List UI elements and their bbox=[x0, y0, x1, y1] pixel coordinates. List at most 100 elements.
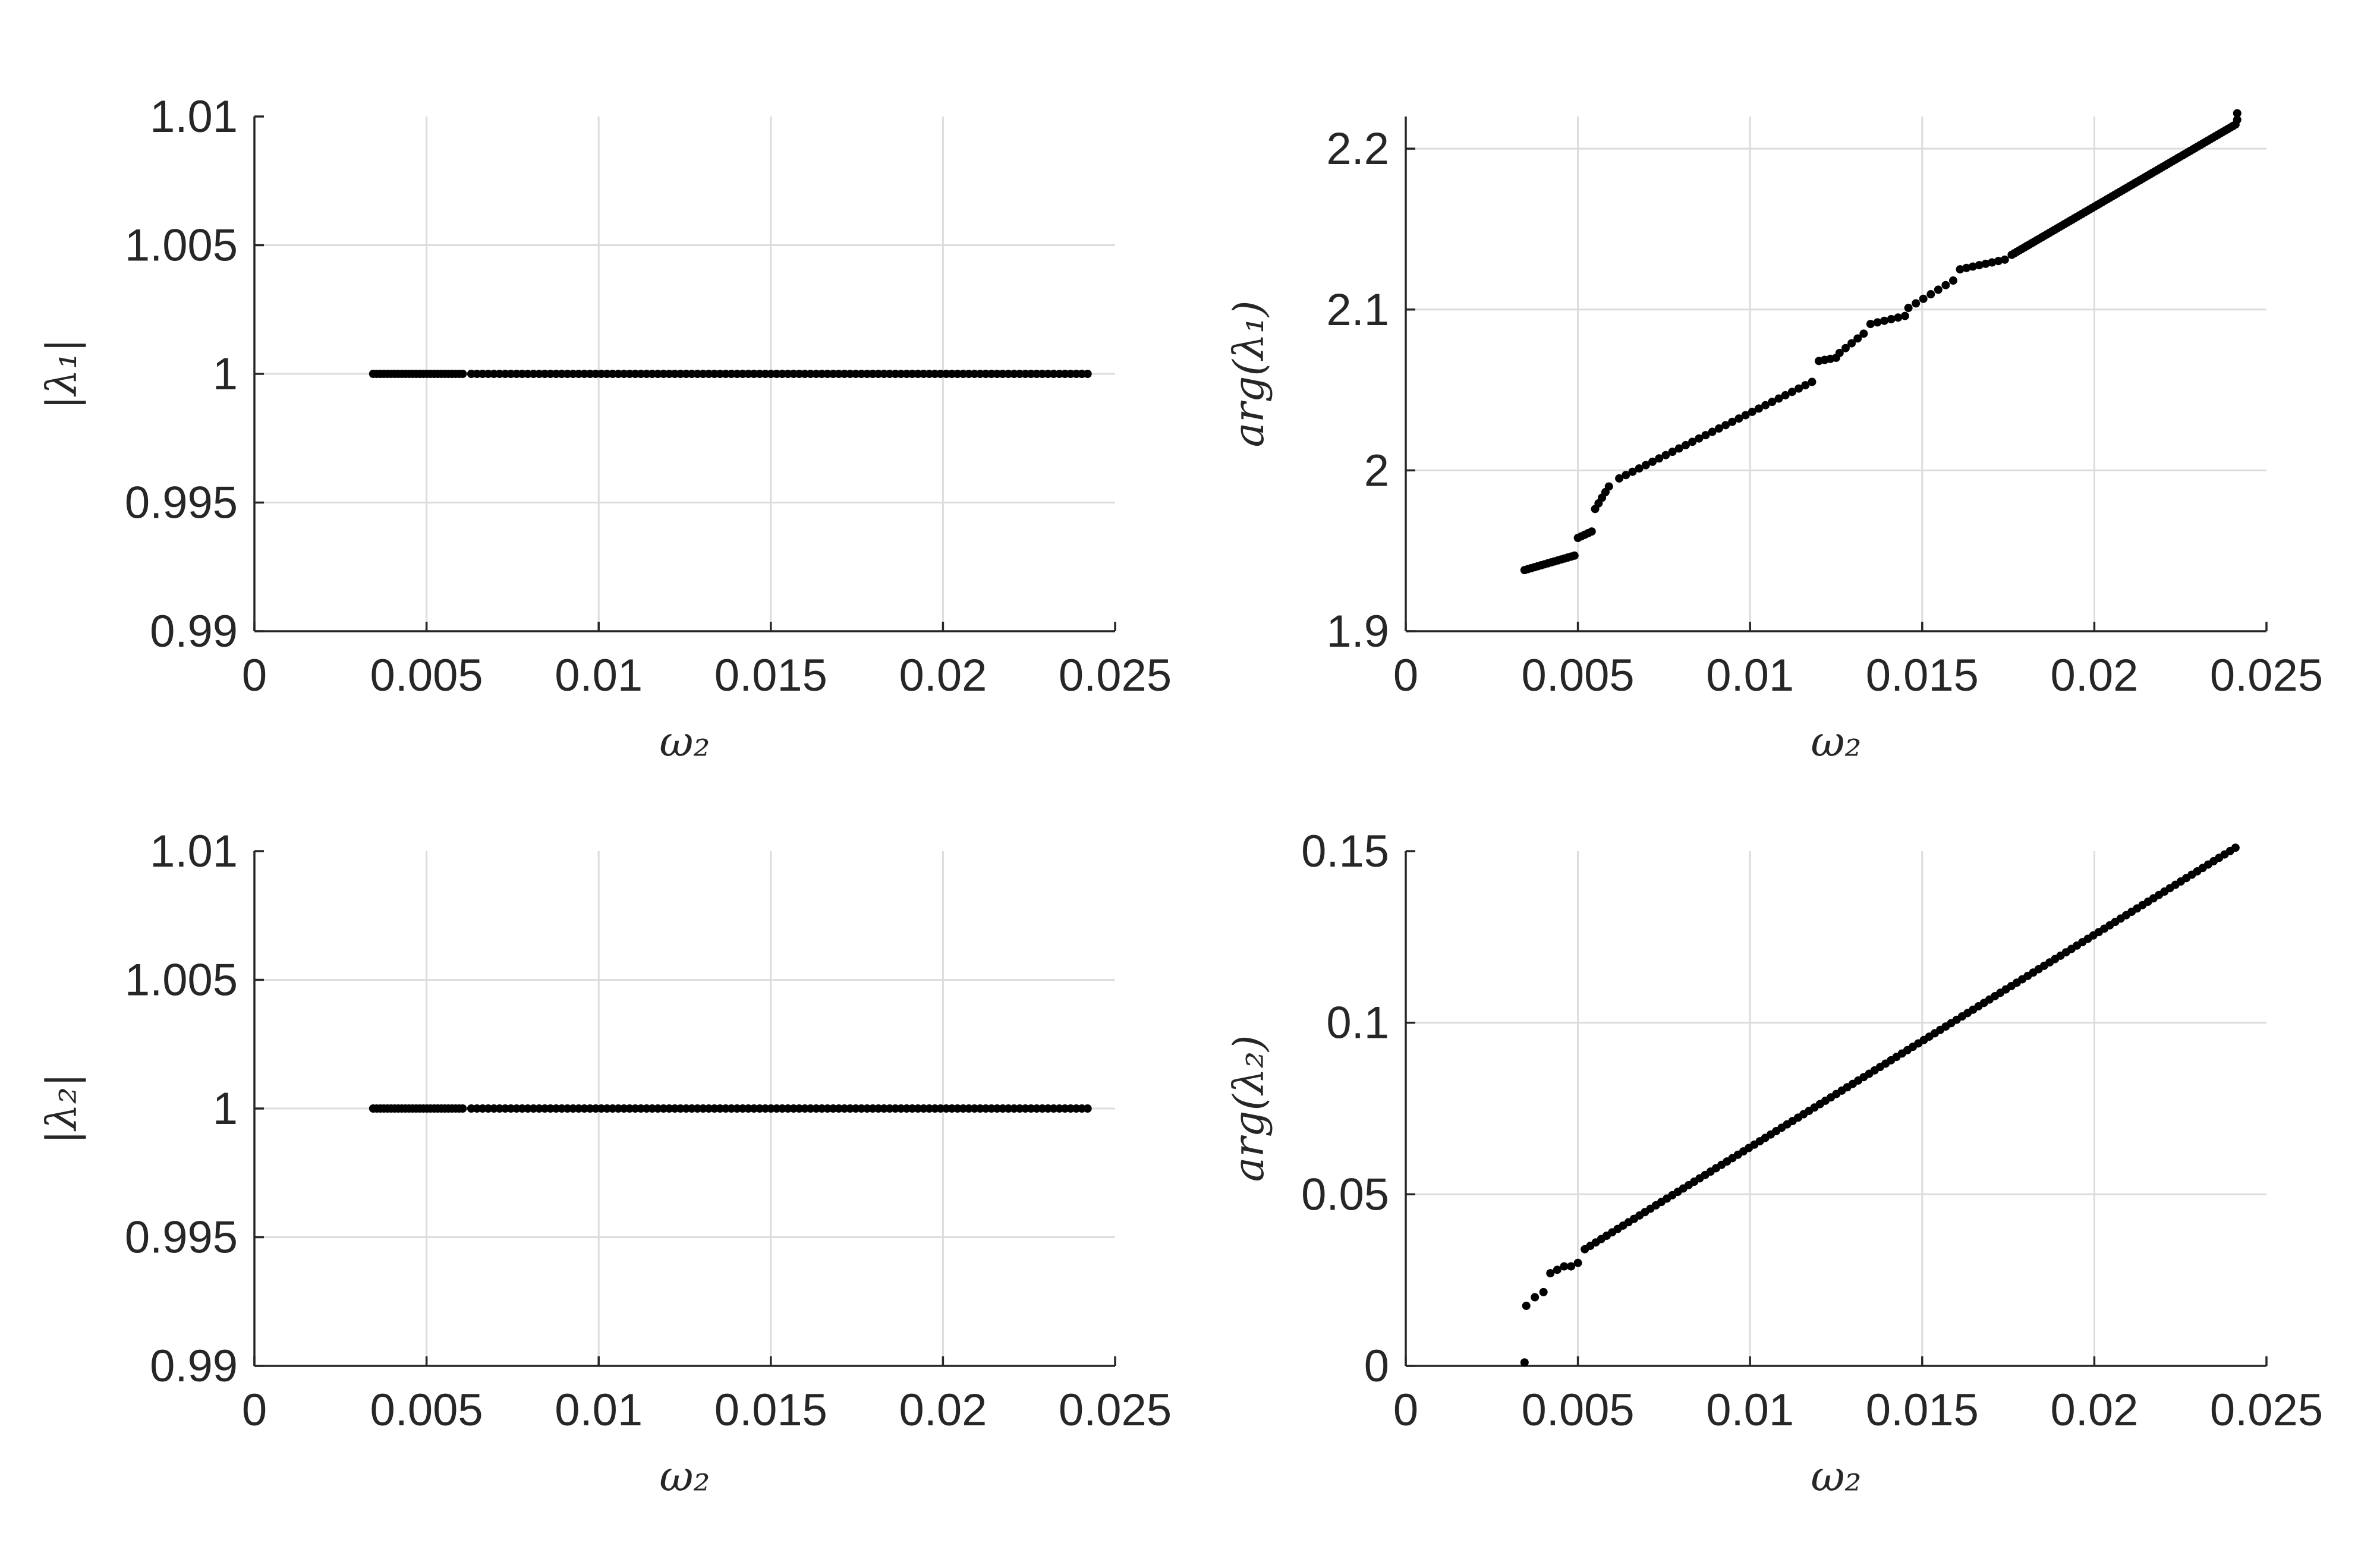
data-point bbox=[458, 370, 467, 378]
data-point bbox=[1787, 388, 1796, 396]
data-point bbox=[1708, 427, 1717, 436]
data-point bbox=[1635, 464, 1644, 473]
x-tick-label: 0.025 bbox=[2210, 1385, 2323, 1435]
x-tick-label: 0.015 bbox=[1866, 1385, 1979, 1435]
data-point bbox=[1546, 1269, 1555, 1278]
data-point bbox=[1894, 313, 1903, 322]
x-axis-label: ω₂ bbox=[1811, 717, 1861, 766]
data-point bbox=[1587, 527, 1596, 536]
y-tick-label: 0.99 bbox=[150, 1341, 238, 1391]
y-tick-label: 0.1 bbox=[1326, 998, 1389, 1048]
y-tick-label: 0.995 bbox=[125, 478, 238, 528]
y-tick-label: 0 bbox=[1364, 1341, 1389, 1391]
x-tick-label: 0.005 bbox=[1522, 1385, 1635, 1435]
data-point bbox=[1904, 304, 1913, 313]
x-tick-label: 0.025 bbox=[1059, 1385, 1172, 1435]
data-point bbox=[1853, 334, 1862, 343]
y-tick-label: 1.9 bbox=[1326, 606, 1389, 657]
data-point bbox=[1841, 344, 1850, 352]
data-point bbox=[1801, 381, 1810, 390]
x-tick-label: 0.005 bbox=[1522, 650, 1635, 701]
data-point bbox=[1880, 316, 1889, 325]
y-axis-label: arg(λ₁) bbox=[1224, 300, 1273, 447]
x-tick-label: 0.02 bbox=[899, 1385, 987, 1435]
data-point bbox=[1761, 401, 1770, 410]
panel-abs-lambda2: 0 0.005 0.01 0.015 0.02 0.025 0.99 0.995 1 1.005 1… bbox=[37, 826, 1172, 1501]
data-point bbox=[1721, 421, 1730, 430]
panel-abs-lambda1: 0 0.005 0.01 0.015 0.02 0.025 0.99 0.995 1 1.005 1… bbox=[37, 92, 1172, 766]
x-axis-label: ω₂ bbox=[659, 717, 710, 766]
x-tick-label: 0.02 bbox=[2050, 1385, 2138, 1435]
x-tick-label: 0.01 bbox=[1706, 1385, 1794, 1435]
data-point bbox=[458, 1104, 467, 1113]
y-axis-label: |λ₁| bbox=[37, 338, 86, 410]
data-point bbox=[1900, 311, 1909, 320]
x-tick-label: 0.01 bbox=[555, 650, 643, 701]
data-point bbox=[1748, 407, 1756, 416]
data-point bbox=[1969, 262, 1978, 271]
y-tick-label: 1.005 bbox=[125, 955, 238, 1006]
x-tick-label: 0.015 bbox=[1866, 650, 1979, 701]
data-point bbox=[1774, 394, 1783, 403]
data-point bbox=[1975, 261, 1984, 270]
data-point bbox=[2233, 109, 2242, 118]
data-point bbox=[1661, 451, 1670, 459]
data-point bbox=[1941, 281, 1950, 289]
data-point bbox=[1531, 1293, 1540, 1302]
y-tick-label: 1 bbox=[213, 349, 238, 399]
y-tick-label: 1.01 bbox=[150, 826, 238, 877]
data-point bbox=[1741, 411, 1750, 420]
data-point bbox=[1567, 1262, 1576, 1271]
data-point bbox=[1835, 348, 1844, 357]
data-point bbox=[1628, 467, 1637, 476]
y-tick-label: 0.995 bbox=[125, 1213, 238, 1263]
data-point bbox=[1859, 329, 1868, 338]
data-point bbox=[1988, 258, 1997, 267]
data-point bbox=[1981, 259, 1990, 268]
data-point bbox=[1701, 431, 1710, 440]
x-tick-label: 0.025 bbox=[2210, 650, 2323, 701]
data-point bbox=[1962, 263, 1971, 272]
x-tick-label: 0.015 bbox=[714, 1385, 827, 1435]
data-point bbox=[1768, 398, 1777, 407]
data-point bbox=[1655, 454, 1664, 463]
data-point bbox=[1934, 285, 1943, 294]
data-point bbox=[1728, 417, 1737, 426]
data-point bbox=[1622, 471, 1630, 480]
x-tick-label: 0 bbox=[242, 650, 267, 701]
data-point bbox=[1695, 434, 1704, 443]
y-axis-label: arg(λ₂) bbox=[1224, 1035, 1273, 1182]
data-point bbox=[2231, 843, 2240, 852]
data-point bbox=[1560, 1262, 1569, 1271]
data-point bbox=[1674, 444, 1683, 453]
data-point bbox=[1553, 1265, 1562, 1274]
data-point bbox=[1668, 448, 1677, 456]
panel-arg-lambda1: 0 0.005 0.01 0.015 0.02 0.025 1.9 2 2.1 2.2 ω₂ arg(… bbox=[1224, 109, 2323, 766]
data-point bbox=[1919, 294, 1928, 303]
x-tick-label: 0 bbox=[242, 1385, 267, 1435]
data-point bbox=[1866, 320, 1875, 329]
data-point bbox=[1847, 339, 1856, 348]
x-axis-label: ω₂ bbox=[1811, 1452, 1861, 1501]
data-point bbox=[1688, 437, 1697, 446]
data-point bbox=[1956, 265, 1965, 274]
x-tick-label: 0 bbox=[1393, 650, 1418, 701]
y-tick-label: 1.01 bbox=[150, 92, 238, 142]
data-point bbox=[1573, 1258, 1582, 1267]
x-tick-label: 0.015 bbox=[714, 650, 827, 701]
y-tick-label: 2.2 bbox=[1326, 124, 1389, 174]
data-point bbox=[1734, 414, 1743, 423]
y-tick-label: 0.99 bbox=[150, 606, 238, 657]
data-point bbox=[1083, 1104, 1092, 1113]
data-point bbox=[2000, 255, 2009, 264]
x-tick-label: 0.01 bbox=[1706, 650, 1794, 701]
data-point bbox=[1615, 474, 1624, 483]
data-point bbox=[1948, 276, 1957, 285]
x-axis-label: ω₂ bbox=[659, 1452, 710, 1501]
data-point bbox=[1887, 314, 1896, 323]
x-tick-label: 0.005 bbox=[370, 1385, 483, 1435]
data-point bbox=[1641, 461, 1650, 470]
data-point bbox=[1570, 551, 1579, 560]
x-tick-label: 0 bbox=[1393, 1385, 1418, 1435]
data-point bbox=[1754, 404, 1763, 413]
